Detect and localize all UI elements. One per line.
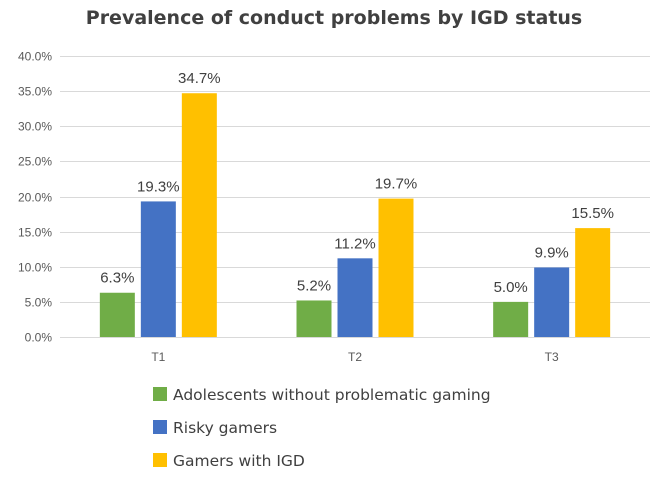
y-tick-label: 5.0% <box>25 296 53 310</box>
legend-swatch <box>153 387 167 401</box>
y-tick-label: 20.0% <box>18 191 52 205</box>
bar-value-label: 9.9% <box>535 244 569 261</box>
bar-value-label: 5.2% <box>297 277 331 294</box>
y-tick-label: 30.0% <box>18 120 52 134</box>
bar-value-label: 19.3% <box>137 178 180 195</box>
legend-swatch <box>153 420 167 434</box>
bar <box>378 198 414 337</box>
y-tick-label: 0.0% <box>25 331 53 345</box>
bar <box>534 267 570 337</box>
legend: Adolescents without problematic gaming Ri… <box>153 386 491 470</box>
bar <box>337 258 373 337</box>
x-tick-label: T3 <box>545 350 559 364</box>
legend-label: Risky gamers <box>173 419 277 437</box>
y-tick-label: 40.0% <box>18 50 52 64</box>
y-tick-label: 15.0% <box>18 226 52 240</box>
y-tick-label: 25.0% <box>18 155 52 169</box>
y-tick-label: 35.0% <box>18 85 52 99</box>
x-tick-label: T1 <box>151 350 165 364</box>
bar-value-label: 34.7% <box>178 70 221 87</box>
legend-item: Gamers with IGD <box>153 452 305 470</box>
legend-item: Adolescents without problematic gaming <box>153 386 491 404</box>
bar <box>296 300 332 337</box>
y-axis-ticks: 0.0% 5.0% 10.0% 15.0% 20.0% 25.0% 30.0% 35.0% 40… <box>18 50 52 345</box>
x-axis-ticks: T1 T2 T3 <box>151 350 559 364</box>
legend-swatch <box>153 453 167 467</box>
bar <box>575 228 611 337</box>
y-tick-label: 10.0% <box>18 261 52 275</box>
bar <box>493 301 529 337</box>
bars <box>99 93 611 337</box>
data-labels: 6.3% 19.3% 34.7% 5.2% 11.2% 19.7% 5.0% 9.9% 15.5… <box>100 70 614 296</box>
bar-value-label: 11.2% <box>334 235 375 252</box>
legend-label: Adolescents without problematic gaming <box>173 386 491 404</box>
bar-value-label: 19.7% <box>375 176 418 193</box>
legend-label: Gamers with IGD <box>173 452 305 470</box>
bar <box>181 93 217 337</box>
bar <box>140 201 176 337</box>
bar-value-label: 15.5% <box>571 205 614 222</box>
bar-value-label: 6.3% <box>100 270 134 287</box>
x-tick-label: T2 <box>348 350 362 364</box>
legend-item: Risky gamers <box>153 419 277 437</box>
chart-title: Prevalence of conduct problems by IGD st… <box>86 7 582 29</box>
bar-value-label: 5.0% <box>494 279 528 296</box>
bar <box>99 292 135 337</box>
